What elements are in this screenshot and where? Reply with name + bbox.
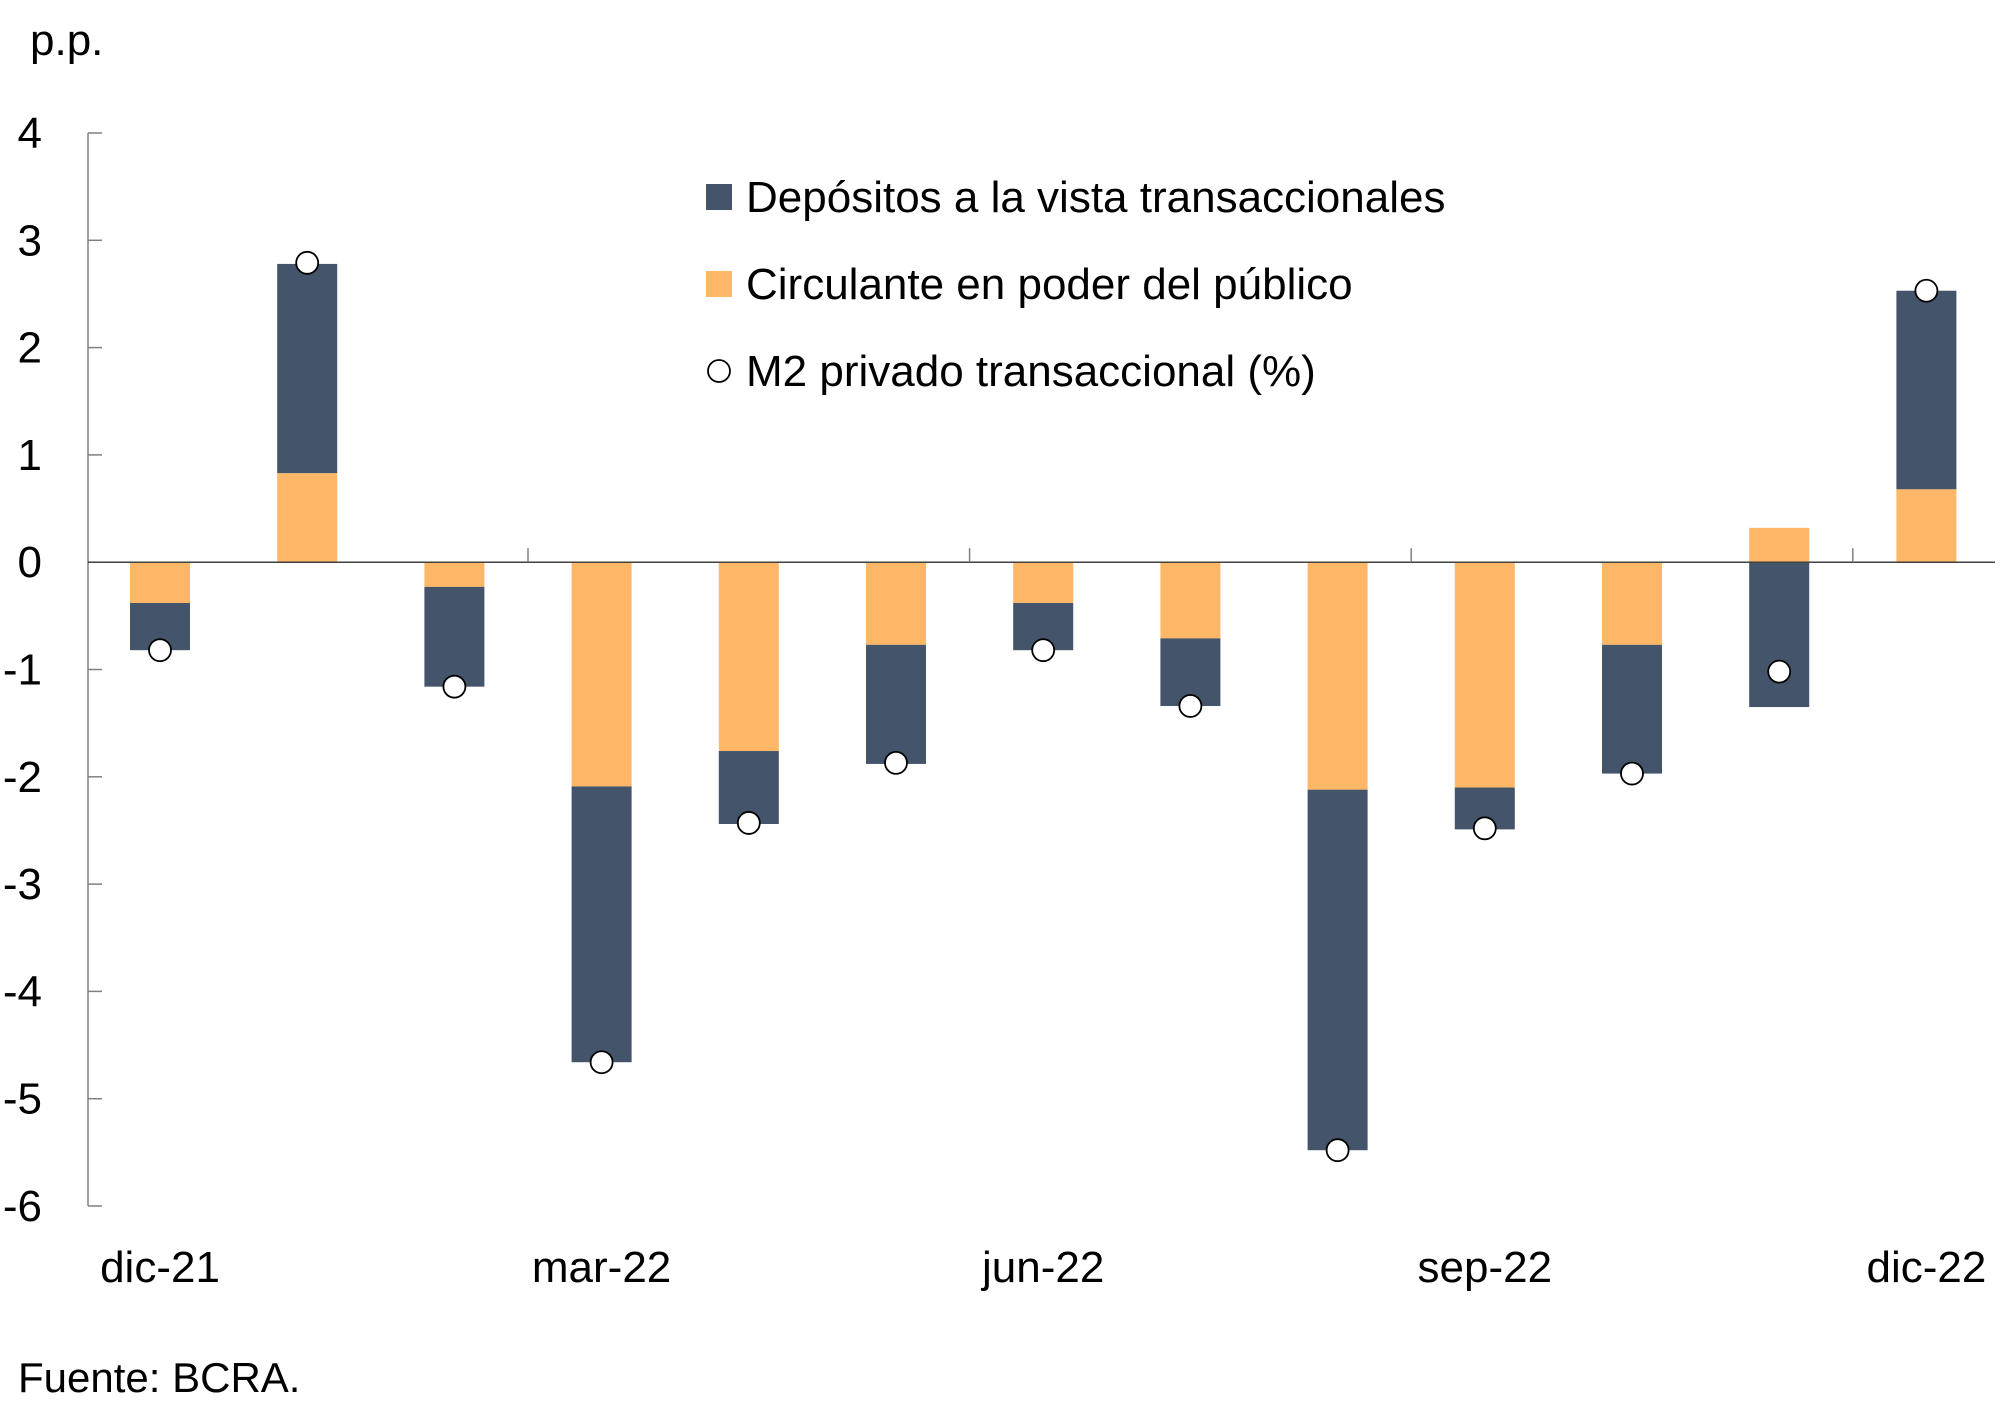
bar-circulante [1454, 562, 1515, 788]
m2-marker [1031, 638, 1056, 663]
m2-marker [1325, 1138, 1350, 1163]
y-tick-label: -5 [3, 1075, 42, 1124]
zero-line-group [88, 548, 1995, 563]
x-tick-label: sep-22 [1418, 1243, 1553, 1292]
m2-marker [442, 674, 467, 699]
y-tick-label: -6 [3, 1182, 42, 1231]
bar-depositos [866, 644, 926, 764]
legend-swatch [706, 184, 732, 210]
m2-marker [295, 250, 320, 275]
x-tick-label: dic-21 [100, 1243, 220, 1292]
bar-circulante [571, 562, 632, 787]
bar-depositos [571, 786, 632, 1063]
bar-depositos [1602, 644, 1662, 774]
bar-circulante [424, 562, 485, 587]
y-tick-label: -4 [3, 967, 42, 1016]
m2-marker [589, 1050, 614, 1075]
bar-circulante [1160, 562, 1221, 639]
legend-label: Circulante en poder del público [746, 260, 1353, 309]
m2-marker [1178, 694, 1203, 718]
bar-circulante [1013, 562, 1074, 603]
markers-group [148, 250, 1939, 1163]
x-tick-label: dic-22 [1866, 1243, 1986, 1292]
m2-marker [736, 811, 761, 835]
legend-label: M2 privado transaccional (%) [746, 347, 1316, 396]
y-tick-label: 1 [18, 431, 42, 480]
bar-circulante [277, 473, 338, 563]
source-note: Fuente: BCRA. [18, 1354, 300, 1401]
bar-circulante [718, 562, 779, 752]
bar-depositos [1749, 562, 1810, 708]
m2-marker [148, 638, 172, 663]
m2-marker [1914, 278, 1939, 303]
y-tick-label: -2 [3, 753, 42, 802]
y-tick-label: 2 [18, 324, 42, 373]
y-axis: 4 3 2 1 0 -1 -2 -3 -4 -5 -6 [3, 109, 102, 1231]
m2-marker [884, 750, 908, 775]
m2-marker [1620, 761, 1644, 786]
bar-circulante [866, 562, 926, 645]
legend-label: Depósitos a la vista transaccionales [746, 173, 1445, 222]
bars-group [130, 263, 1957, 1151]
bar-depositos [1896, 290, 1957, 490]
legend: Depósitos a la vista transaccionales Circ… [706, 173, 1445, 396]
y-tick-label: 3 [18, 216, 42, 265]
y-tick-label: 4 [18, 109, 42, 158]
bar-circulante [1749, 527, 1810, 563]
bar-depositos [1307, 789, 1368, 1151]
y-tick-label: -3 [3, 860, 42, 909]
m2-marker [1472, 816, 1497, 841]
bar-circulante [130, 562, 190, 603]
x-axis: dic-21 mar-22 jun-22 sep-22 dic-22 [100, 1243, 1986, 1292]
bar-circulante [1602, 562, 1662, 645]
legend-marker [707, 359, 731, 383]
x-tick-label: mar-22 [532, 1243, 671, 1292]
y-tick-label: -1 [3, 646, 42, 695]
legend-swatch [706, 271, 732, 297]
bar-circulante [1896, 489, 1957, 563]
y-axis-unit-label: p.p. [30, 16, 103, 65]
bar-depositos [277, 263, 338, 474]
bar-circulante [1307, 562, 1368, 790]
bar-depositos [424, 586, 485, 687]
m2-marker [1767, 659, 1792, 684]
x-tick-label: jun-22 [980, 1243, 1104, 1292]
y-tick-label: 0 [18, 538, 42, 587]
